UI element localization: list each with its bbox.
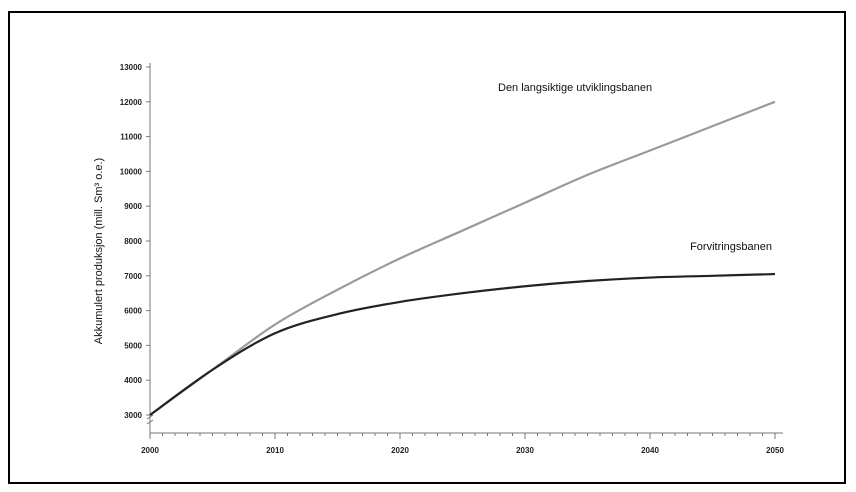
series-label-forvitringsbanen: Forvitringsbanen: [690, 241, 772, 253]
x-tick-label: 2020: [391, 446, 409, 455]
axis-break-icon: [146, 414, 154, 425]
x-tick-label: 2010: [266, 446, 284, 455]
y-tick-label: 13000: [120, 63, 143, 72]
x-tick-label: 2050: [766, 446, 784, 455]
y-axis-title: Akkumulert produksjon (mill. Sm³ o.e.): [93, 158, 105, 344]
x-tick-label: 2030: [516, 446, 534, 455]
x-tick-label: 2040: [641, 446, 659, 455]
series-line-forvitringsbanen: [149, 272, 776, 416]
y-tick-label: 11000: [120, 133, 142, 142]
y-tick-label: 7000: [124, 272, 142, 281]
series-group: [149, 100, 776, 416]
series-label-utviklingsbanen: Den langsiktige utviklingsbanen: [498, 82, 652, 94]
y-tick-label: 6000: [124, 307, 142, 316]
y-tick-label: 8000: [124, 237, 142, 246]
line-chart: 3000 4000 5000 6000 7000 8000 9000 10000 11000 12…: [93, 63, 785, 455]
chart-frame: 3000 4000 5000 6000 7000 8000 9000 10000 11000 12…: [8, 11, 846, 484]
y-tick-label: 4000: [124, 376, 142, 385]
y-tick-label: 5000: [124, 341, 142, 350]
labels-group: Den langsiktige utviklingsbanen Forvitrin…: [498, 82, 772, 253]
series-line-utviklingsbanen: [149, 100, 776, 416]
axes: 3000 4000 5000 6000 7000 8000 9000 10000 11000 12…: [93, 63, 784, 455]
plot-area: [145, 63, 785, 443]
y-tick-label: 9000: [124, 202, 142, 211]
y-tick-label: 12000: [120, 98, 143, 107]
x-tick-label: 2000: [141, 446, 159, 455]
y-tick-label: 3000: [124, 411, 142, 420]
y-tick-label: 10000: [120, 167, 143, 176]
